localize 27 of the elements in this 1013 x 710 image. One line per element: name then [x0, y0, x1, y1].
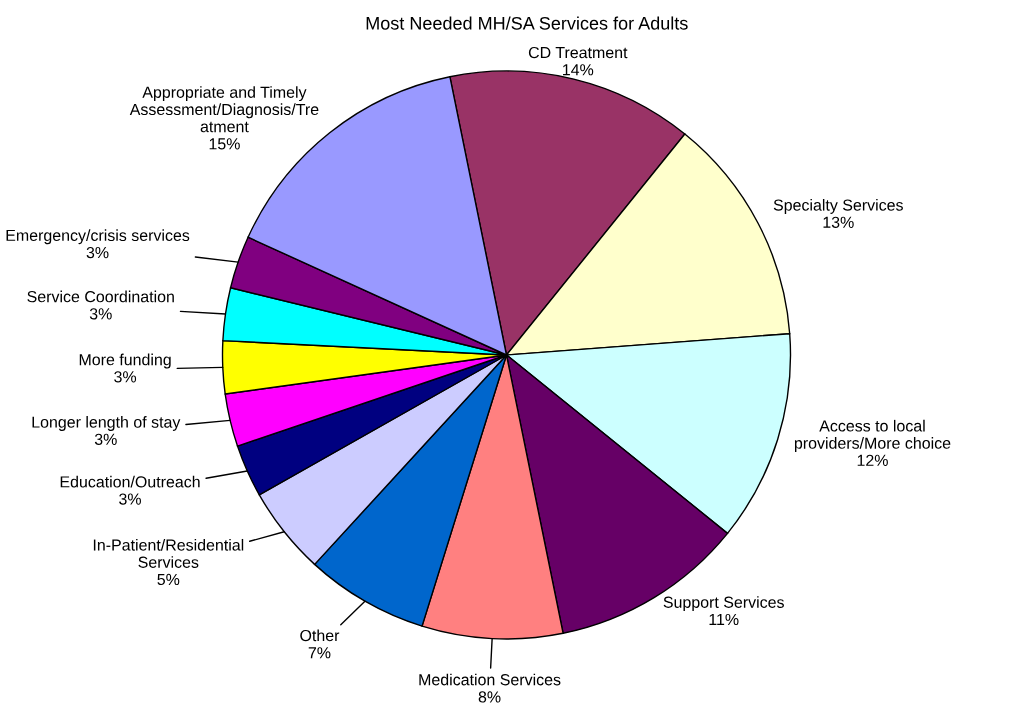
slice-label: Specialty Services [773, 199, 903, 214]
data-label: 14% [563, 64, 594, 76]
slice-label: More funding [79, 353, 171, 369]
slice-label: Education/Outreach [60, 475, 200, 488]
slice-label: Service Coordination [27, 290, 174, 303]
slice-label: CD Treatment [528, 46, 628, 59]
data-label: 3% [94, 433, 117, 445]
data-label: 3% [86, 246, 109, 259]
data-label: 12% [857, 454, 888, 466]
slice-label: Support Services [663, 596, 784, 612]
slice-label: Appropriate and Timely Assessment/Diagnosis/Tre atment [129, 86, 319, 133]
data-label: 3% [89, 308, 112, 320]
slice-label: Medication Services [419, 673, 561, 686]
data-label: 3% [114, 371, 137, 383]
slice-label: Emergency/crisis services [6, 229, 190, 245]
data-label: 7% [308, 647, 331, 659]
chart-title: Most Needed MH/SA Services for Adults [366, 16, 688, 30]
slice-label: Other [300, 629, 340, 642]
data-label: 8% [478, 691, 501, 703]
data-label: 3% [119, 493, 141, 505]
data-label: 5% [157, 573, 180, 586]
slice-label: Access to local providers/More choice [794, 419, 951, 452]
data-label: 11% [709, 613, 739, 626]
slice-label: In-Patient/Residential Services [93, 538, 244, 568]
slice-label: Longer length of stay [32, 416, 181, 431]
data-label: 13% [823, 216, 854, 228]
data-label: 15% [209, 138, 240, 150]
